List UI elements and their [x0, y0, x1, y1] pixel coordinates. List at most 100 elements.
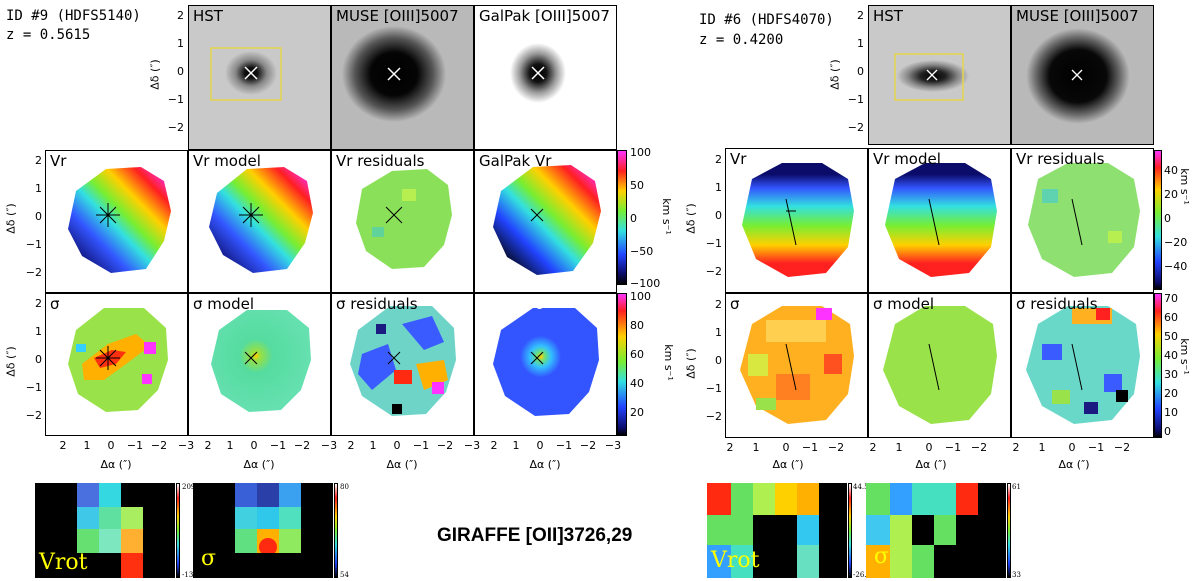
left-sigma-title: σ: [50, 295, 60, 313]
y-tick: 0: [857, 65, 864, 78]
left-sigma-map: [68, 308, 168, 412]
colorbar-tick: 20: [1164, 387, 1178, 400]
right-muse-panel: MUSE [OIII]5007: [1011, 5, 1154, 145]
x-tick: −3: [463, 439, 481, 452]
x-axis-label: Δα (″): [243, 458, 275, 471]
giraffe-colorbar: [848, 483, 852, 578]
colorbar-tick: 70: [1164, 292, 1178, 305]
x-tick: 1: [1038, 441, 1046, 454]
left-velocity-colorbar: [617, 150, 627, 285]
left-vr-title: Vr: [50, 152, 67, 170]
y-tick: 0: [715, 354, 722, 367]
right-vr-model-title: Vr model: [873, 150, 941, 168]
colorbar-tick: 80: [630, 319, 644, 332]
left-galpak-image: [475, 6, 616, 149]
y-tick: −1: [847, 93, 864, 106]
right-sigma-title: σ: [730, 295, 740, 313]
y-tick: 1: [177, 37, 184, 50]
left-galpak-vr-panel: GalPak Vr: [474, 150, 617, 293]
x-axis-label: Δα (″): [386, 458, 418, 471]
giraffe-cb-top: 209: [182, 483, 196, 491]
y-tick: 2: [715, 298, 722, 311]
giraffe-colorbar: [176, 483, 180, 578]
x-tick: 0: [250, 439, 258, 452]
giraffe-cb-bottom: 33: [1012, 571, 1021, 579]
right-vr-map: [742, 163, 854, 277]
left-redshift-label: z = 0.5615: [6, 27, 91, 43]
right-sigma-panel: σ: [725, 293, 868, 438]
left-hst-panel: HST: [188, 5, 331, 150]
giraffe-sigma-label: σ: [201, 546, 217, 571]
colorbar-tick: 50: [1164, 330, 1178, 343]
left-galpak-vr-title: GalPak Vr: [479, 152, 552, 170]
left-vr-map: [68, 167, 171, 273]
y-tick: −2: [167, 121, 184, 134]
right-sigma-model-panel: σ model: [868, 293, 1011, 438]
right-sigma-map: [740, 306, 854, 424]
left-sigma-model-title: σ model: [193, 295, 254, 313]
x-tick: 2: [1012, 441, 1020, 454]
right-vr-residuals-map: [1028, 163, 1140, 277]
x-tick: 1: [512, 439, 520, 452]
x-tick: −3: [320, 439, 338, 452]
x-tick: −2: [1113, 441, 1131, 454]
y-tick: 1: [35, 325, 42, 338]
left-muse-panel: MUSE [OIII]5007: [331, 5, 474, 150]
colorbar-tick: 0: [1164, 212, 1171, 225]
y-axis-label: Δδ (″): [148, 59, 162, 90]
giraffe-cb-bottom: -26.6: [853, 571, 871, 579]
x-tick: 0: [925, 441, 933, 454]
x-tick: 2: [204, 439, 212, 452]
x-tick: 0: [1068, 441, 1076, 454]
x-axis-label: Δα (″): [1058, 458, 1090, 471]
x-tick: −3: [604, 439, 622, 452]
y-tick: −2: [25, 409, 42, 422]
left-vr-residuals-panel: Vr residuals: [331, 150, 474, 293]
y-tick: 0: [35, 353, 42, 366]
y-tick: 1: [857, 37, 864, 50]
x-tick: −1: [269, 439, 287, 452]
left-galpak-panel: GalPak [OIII]5007: [474, 5, 617, 150]
right-sigma-model-title: σ model: [873, 295, 934, 313]
right-hst-image: [869, 6, 1010, 144]
left-hst-title: HST: [193, 7, 223, 25]
colorbar-unit: km s⁻¹: [1177, 168, 1191, 205]
giraffe-cb-bottom: 54: [340, 571, 349, 579]
right-sigma-residuals-title: σ residuals: [1016, 295, 1098, 313]
giraffe-vrot-label: Vrot: [711, 548, 760, 573]
colorbar-unit: km s⁻¹: [1177, 338, 1191, 375]
y-tick: 1: [715, 326, 722, 339]
y-tick: 2: [715, 153, 722, 166]
x-tick: 0: [536, 439, 544, 452]
x-tick: 1: [752, 441, 760, 454]
x-tick: −1: [555, 439, 573, 452]
left-muse-title: MUSE [OIII]5007: [336, 7, 459, 25]
colorbar-tick: 60: [1164, 311, 1178, 324]
y-tick: 2: [35, 154, 42, 167]
x-tick: −2: [579, 439, 597, 452]
y-tick: 1: [35, 182, 42, 195]
right-dispersion-colorbar: [1154, 293, 1162, 438]
giraffe-cb-top: 61: [1012, 483, 1021, 491]
right-vr-residuals-panel: Vr residuals: [1011, 148, 1154, 293]
y-tick: −1: [167, 93, 184, 106]
right-vr-model-map: [885, 163, 997, 277]
colorbar-tick: 20: [630, 406, 644, 419]
x-tick: 2: [59, 439, 67, 452]
left-giraffe-vrot-map: Vrot: [35, 483, 175, 578]
y-axis-label: Δδ (″): [684, 348, 698, 379]
y-tick: −1: [25, 381, 42, 394]
colorbar-tick: 60: [630, 348, 644, 361]
x-tick: −2: [970, 441, 988, 454]
x-tick: −2: [827, 441, 845, 454]
right-sigma-residuals-panel: σ residuals: [1011, 293, 1154, 438]
giraffe-vrot-label: Vrot: [39, 550, 88, 575]
x-tick: −1: [412, 439, 430, 452]
right-vr-panel: Vr: [725, 148, 868, 293]
x-tick: 1: [895, 441, 903, 454]
left-giraffe-sigma-map: σ: [193, 483, 333, 578]
y-tick: 0: [35, 210, 42, 223]
right-vr-residuals-title: Vr residuals: [1016, 150, 1105, 168]
left-dispersion-colorbar: [617, 293, 627, 436]
left-sigma-residuals-map: [350, 306, 456, 416]
